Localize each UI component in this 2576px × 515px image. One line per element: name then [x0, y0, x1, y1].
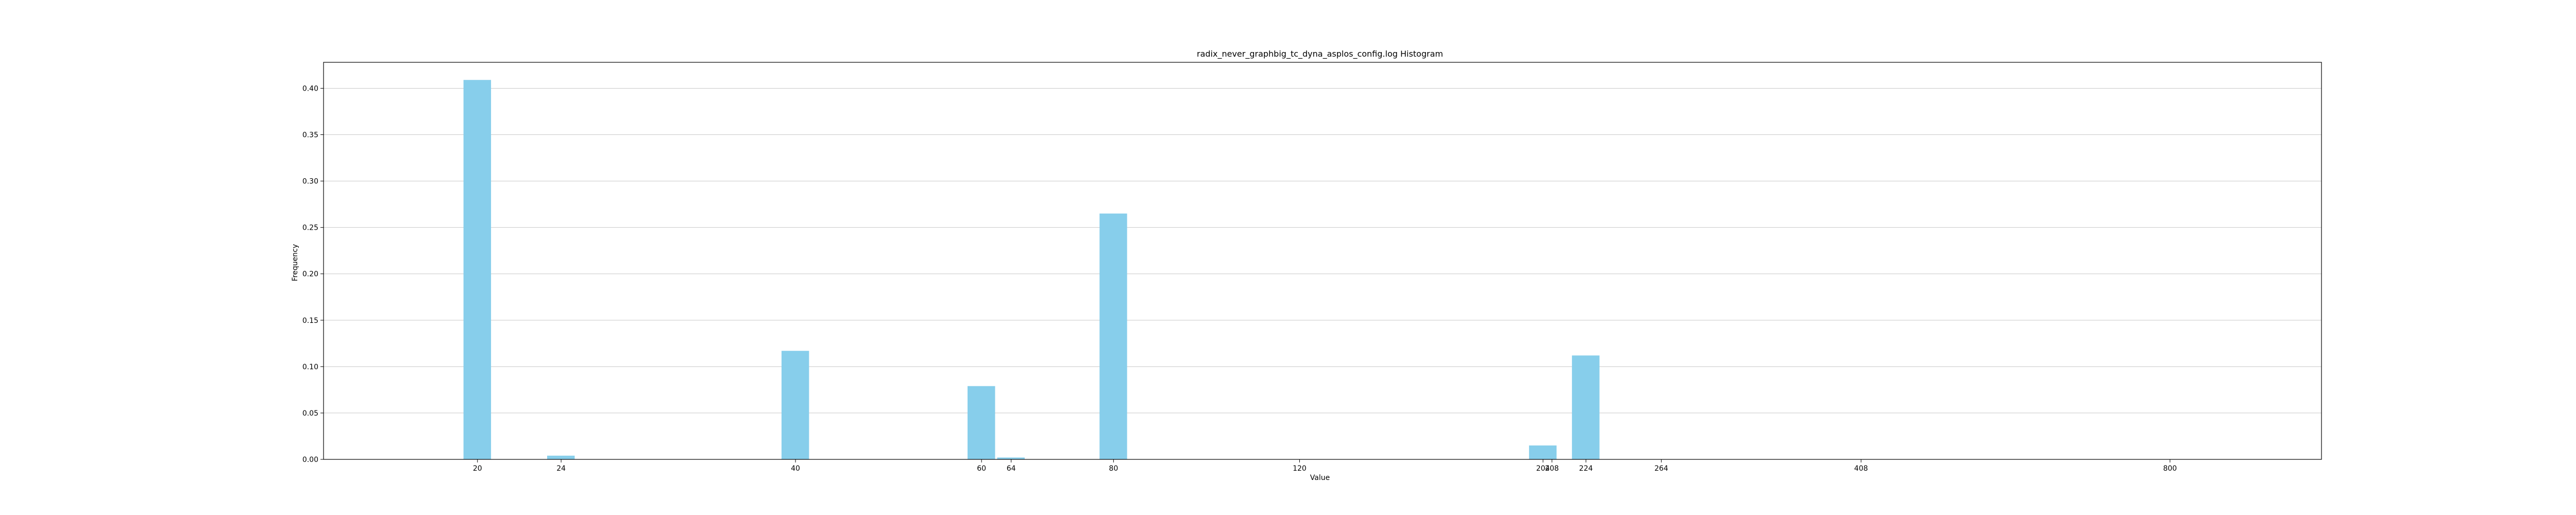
x-tick-label: 120 — [1293, 465, 1307, 473]
y-tick-label: 0.20 — [302, 270, 318, 279]
y-tick-label: 0.30 — [302, 178, 318, 186]
histogram-bar — [1529, 445, 1557, 459]
x-tick-label: 24 — [556, 465, 566, 473]
y-axis-label: Frequency — [291, 244, 299, 281]
histogram-bar — [1099, 213, 1127, 459]
histogram-bar — [463, 80, 492, 460]
x-tick-label: 800 — [2163, 465, 2177, 473]
y-tick-label: 0.35 — [302, 131, 318, 140]
histogram-bar — [997, 457, 1025, 459]
chart-title: radix_never_graphbig_tc_dyna_asplos_conf… — [1197, 49, 1443, 59]
y-tick-label: 0.25 — [302, 224, 318, 232]
x-tick-label: 208 — [1545, 465, 1559, 473]
x-tick-label: 20 — [473, 465, 482, 473]
x-tick-label: 224 — [1579, 465, 1593, 473]
x-tick-label: 80 — [1109, 465, 1118, 473]
y-tick-label: 0.05 — [302, 409, 318, 418]
y-tick-label: 0.15 — [302, 317, 318, 325]
x-tick-label: 408 — [1854, 465, 1868, 473]
histogram-bar — [968, 386, 995, 459]
x-tick-label: 264 — [1654, 465, 1668, 473]
histogram-bar — [1572, 355, 1600, 459]
x-tick-label: 60 — [977, 465, 986, 473]
bars — [463, 80, 1600, 460]
y-tick-label: 0.00 — [302, 456, 318, 464]
histogram-bar — [547, 455, 575, 459]
x-axis-label: Value — [1310, 474, 1330, 482]
plot-area-frame — [323, 62, 2322, 460]
y-tick-label: 0.10 — [302, 363, 318, 371]
x-tick-label: 204 — [1536, 465, 1550, 473]
y-axis-ticks: 0.00 0.05 0.10 0.15 0.20 0.25 0.30 0.35 0.40 — [302, 84, 324, 464]
y-gridlines — [324, 88, 2321, 414]
histogram-bar — [781, 351, 809, 459]
x-tick-label: 64 — [1007, 465, 1016, 473]
x-tick-label: 40 — [791, 465, 800, 473]
y-tick-label: 0.40 — [302, 84, 318, 93]
